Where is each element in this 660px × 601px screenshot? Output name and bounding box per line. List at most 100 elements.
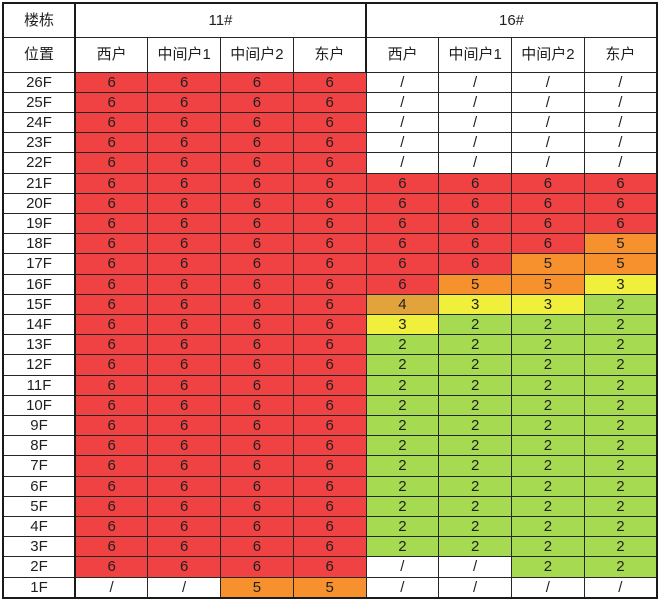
value-cell: 6 bbox=[147, 71, 221, 93]
value-cell: 3 bbox=[365, 313, 440, 336]
table-row: 14F 6 6 6 6 3 2 2 2 bbox=[2, 313, 658, 336]
value-cell: 6 bbox=[365, 233, 440, 255]
table-row: 17F 6 6 6 6 6 6 5 5 bbox=[2, 253, 658, 275]
value-cell: 6 bbox=[220, 515, 294, 538]
value-cell: / bbox=[365, 576, 440, 599]
value-cell: 6 bbox=[147, 293, 221, 315]
table-row: 2F 6 6 6 6//2 2 bbox=[2, 556, 658, 578]
value-cell: 6 bbox=[74, 192, 149, 214]
corner-cell-position: 位置 bbox=[2, 36, 76, 73]
value-cell: 6 bbox=[292, 132, 367, 154]
value-cell: 6 bbox=[220, 273, 294, 295]
value-cell: 2 bbox=[365, 455, 440, 477]
value-cell: 6 bbox=[74, 71, 149, 93]
floor-label: 4F bbox=[2, 515, 76, 538]
value-cell: / bbox=[438, 111, 512, 134]
value-cell: 2 bbox=[583, 475, 658, 497]
value-cell: 6 bbox=[220, 172, 294, 194]
value-cell: 6 bbox=[220, 91, 294, 113]
value-cell: 6 bbox=[74, 556, 149, 578]
value-cell: 6 bbox=[292, 293, 367, 315]
value-cell: 6 bbox=[74, 414, 149, 437]
column-header-11-east: 东户 bbox=[292, 36, 367, 73]
value-cell: 2 bbox=[583, 414, 658, 437]
value-cell: 6 bbox=[292, 233, 367, 255]
value-cell: 2 bbox=[583, 394, 658, 416]
value-cell: 6 bbox=[438, 233, 512, 255]
value-cell: 6 bbox=[147, 192, 221, 214]
value-cell: / bbox=[365, 152, 440, 174]
value-cell: 2 bbox=[583, 354, 658, 376]
value-cell: 6 bbox=[74, 334, 149, 356]
value-cell: 6 bbox=[147, 334, 221, 356]
floor-label: 8F bbox=[2, 435, 76, 457]
value-cell: 6 bbox=[74, 354, 149, 376]
value-cell: 6 bbox=[74, 495, 149, 517]
value-cell: 6 bbox=[292, 455, 367, 477]
value-cell: 2 bbox=[438, 515, 512, 538]
table-row: 26F 6 6 6 6// / / bbox=[2, 71, 658, 93]
value-cell: 6 bbox=[147, 253, 221, 275]
value-cell: / bbox=[511, 152, 585, 174]
value-cell: 6 bbox=[74, 273, 149, 295]
table-row: 8F 6 6 6 6 2 2 2 2 bbox=[2, 435, 658, 457]
value-cell: 6 bbox=[220, 192, 294, 214]
value-cell: 2 bbox=[583, 374, 658, 396]
value-cell: 6 bbox=[438, 212, 512, 235]
value-cell: 6 bbox=[147, 414, 221, 437]
value-cell: 2 bbox=[511, 313, 585, 336]
value-cell: 2 bbox=[511, 334, 585, 356]
table-row: 22F 6 6 6 6// / / bbox=[2, 152, 658, 174]
value-cell: 2 bbox=[438, 394, 512, 416]
value-cell: 2 bbox=[365, 515, 440, 538]
floor-label: 24F bbox=[2, 111, 76, 134]
value-cell: 6 bbox=[147, 212, 221, 235]
floor-label: 18F bbox=[2, 233, 76, 255]
floor-label: 15F bbox=[2, 293, 76, 315]
value-cell: / bbox=[438, 132, 512, 154]
value-cell: / bbox=[365, 556, 440, 578]
value-cell: 6 bbox=[147, 152, 221, 174]
value-cell: 2 bbox=[511, 394, 585, 416]
floor-label: 9F bbox=[2, 414, 76, 437]
value-cell: 6 bbox=[147, 495, 221, 517]
floor-label: 19F bbox=[2, 212, 76, 235]
value-cell: 6 bbox=[292, 414, 367, 437]
value-cell: 6 bbox=[74, 111, 149, 134]
table-header: 楼栋 11# 16# 位置 西户 中间户1 中间户2 东户 西户 中间户1 中间… bbox=[2, 2, 658, 73]
column-header-16-mid1: 中间户1 bbox=[438, 36, 512, 73]
value-cell: 6 bbox=[292, 111, 367, 134]
value-cell: 5 bbox=[511, 253, 585, 275]
value-cell: 6 bbox=[74, 132, 149, 154]
value-cell: 2 bbox=[438, 536, 512, 558]
value-cell: 6 bbox=[292, 91, 367, 113]
table-row: 10F 6 6 6 6 2 2 2 2 bbox=[2, 394, 658, 416]
table-row: 21F 6 6 6 6 6 6 6 6 bbox=[2, 172, 658, 194]
value-cell: 6 bbox=[292, 475, 367, 497]
value-cell: 6 bbox=[147, 273, 221, 295]
value-cell: 6 bbox=[220, 313, 294, 336]
value-cell: / bbox=[365, 111, 440, 134]
value-cell: 2 bbox=[438, 374, 512, 396]
table-row: 5F 6 6 6 6 2 2 2 2 bbox=[2, 495, 658, 517]
value-cell: 6 bbox=[147, 313, 221, 336]
floor-label: 2F bbox=[2, 556, 76, 578]
column-header-11-west: 西户 bbox=[74, 36, 149, 73]
floor-label: 20F bbox=[2, 192, 76, 214]
value-cell: 6 bbox=[220, 556, 294, 578]
floor-label: 17F bbox=[2, 253, 76, 275]
value-cell: 6 bbox=[511, 192, 585, 214]
value-cell: 6 bbox=[147, 455, 221, 477]
value-cell: 6 bbox=[147, 536, 221, 558]
value-cell: 6 bbox=[220, 394, 294, 416]
floor-label: 10F bbox=[2, 394, 76, 416]
table-row: 15F 6 6 6 6 4 3 3 2 bbox=[2, 293, 658, 315]
value-cell: 6 bbox=[147, 233, 221, 255]
value-cell: 5 bbox=[583, 233, 658, 255]
value-cell: 6 bbox=[292, 192, 367, 214]
value-cell: / bbox=[438, 152, 512, 174]
floor-label: 22F bbox=[2, 152, 76, 174]
value-cell: 2 bbox=[365, 354, 440, 376]
value-cell: 6 bbox=[220, 374, 294, 396]
value-cell: 6 bbox=[220, 536, 294, 558]
